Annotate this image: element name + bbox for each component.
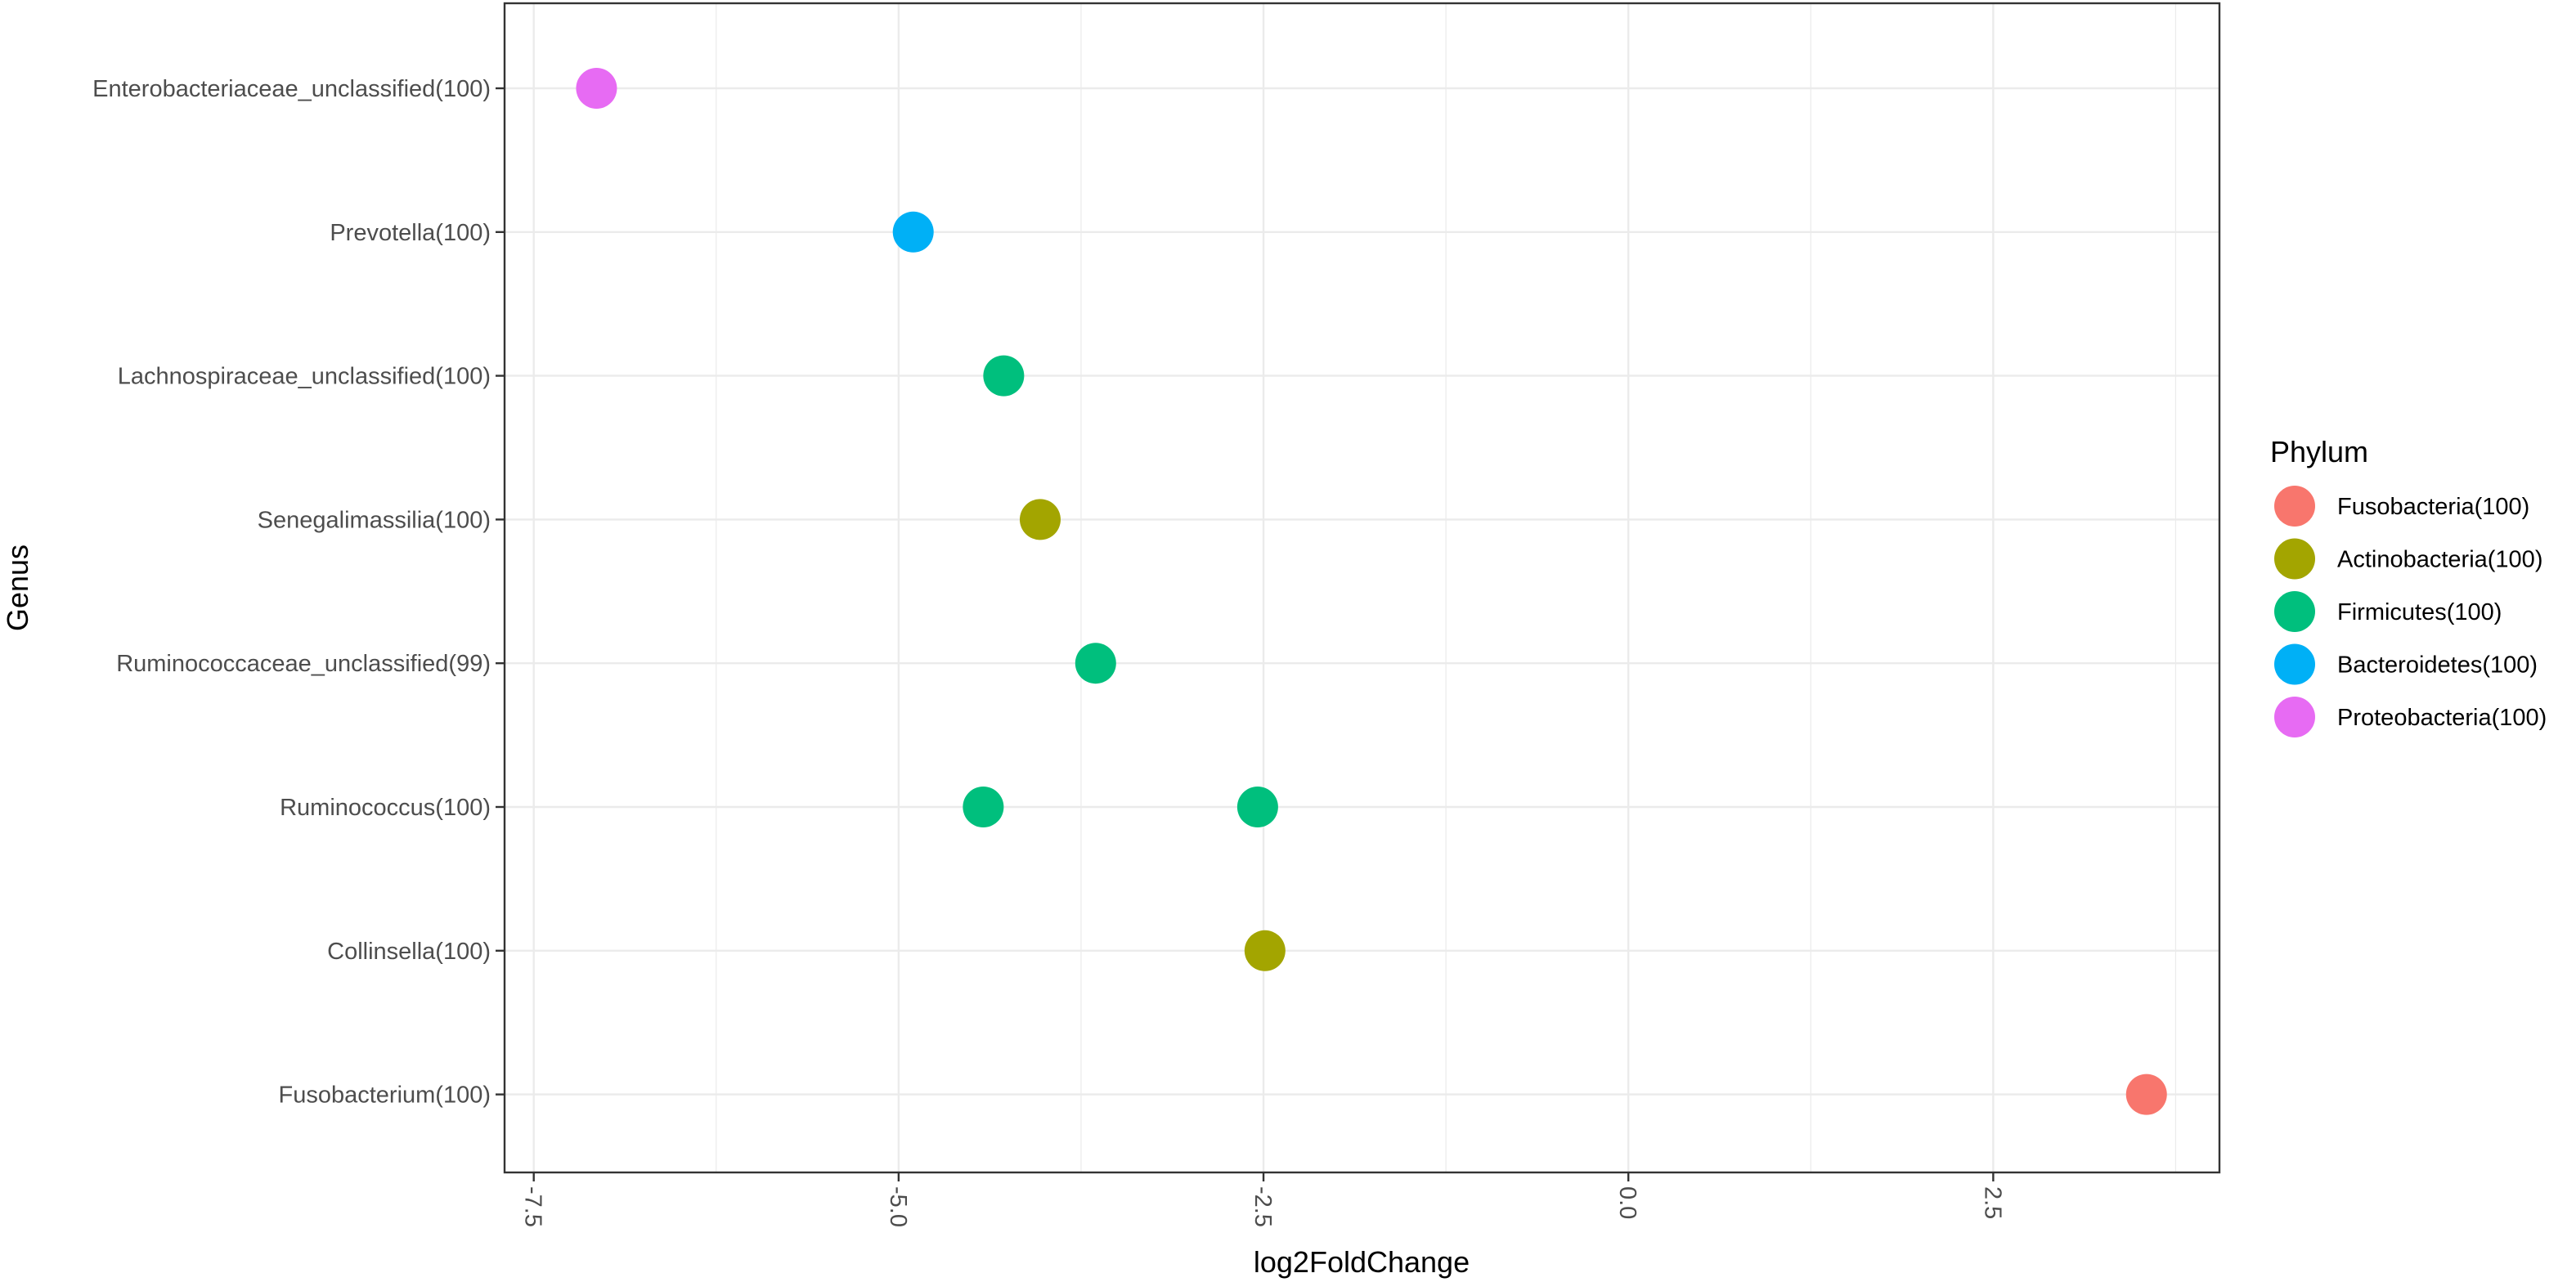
y-tick-label: Enterobacteriaceae_unclassified(100) (92, 76, 491, 102)
legend: Phylum Fusobacteria(100) Actinobacteria(1… (2270, 435, 2547, 737)
legend-label: Actinobacteria(100) (2337, 547, 2542, 573)
data-point (1019, 499, 1061, 540)
panel-border (503, 2, 2221, 1174)
y-axis-title: Genus (1, 545, 34, 631)
panel-background (505, 3, 2219, 1172)
legend-title: Phylum (2270, 435, 2368, 468)
data-point (892, 211, 934, 253)
y-tick-label: Senegalimassilia(100) (258, 507, 491, 533)
x-tick-label: -7.5 (520, 1186, 546, 1227)
data-points (576, 68, 2167, 1115)
grid-minor-lines (716, 3, 2177, 1172)
legend-key (2274, 591, 2315, 632)
legend-key (2274, 486, 2315, 527)
y-tick-label: Collinsella(100) (327, 939, 491, 965)
x-tick-label: 2.5 (1979, 1186, 2005, 1219)
data-point (1075, 643, 1116, 684)
grid-major-lines (505, 3, 2219, 1172)
legend-label: Bacteroidetes(100) (2337, 652, 2538, 679)
y-tick-label: Prevotella(100) (330, 220, 491, 246)
y-axis-ticks: Fusobacterium(100) Collinsella(100) Rumino… (92, 76, 505, 1109)
data-point (1244, 930, 1286, 971)
y-tick-label: Ruminococcus(100) (280, 795, 491, 821)
x-axis-ticks: -7.5 -5.0 -2.5 0.0 2.5 (520, 1172, 2005, 1227)
data-point (983, 355, 1025, 397)
y-tick-label: Ruminococcaceae_unclassified(99) (116, 651, 491, 677)
x-tick-label: -5.0 (885, 1186, 911, 1227)
x-tick-label: 0.0 (1614, 1186, 1640, 1219)
data-point (963, 787, 1004, 827)
legend-label: Firmicutes(100) (2337, 599, 2502, 625)
legend-label: Fusobacteria(100) (2337, 494, 2529, 520)
y-tick-label: Fusobacterium(100) (279, 1083, 491, 1109)
legend-key (2274, 538, 2315, 580)
legend-key (2274, 697, 2315, 737)
legend-label: Proteobacteria(100) (2337, 705, 2547, 731)
legend-key (2274, 643, 2315, 685)
data-point (576, 68, 617, 109)
x-axis-title: log2FoldChange (1254, 1245, 1470, 1279)
data-point (2125, 1074, 2167, 1115)
data-point (1236, 787, 1278, 827)
y-tick-label: Lachnospiraceae_unclassified(100) (118, 364, 491, 390)
x-tick-label: -2.5 (1250, 1186, 1276, 1227)
